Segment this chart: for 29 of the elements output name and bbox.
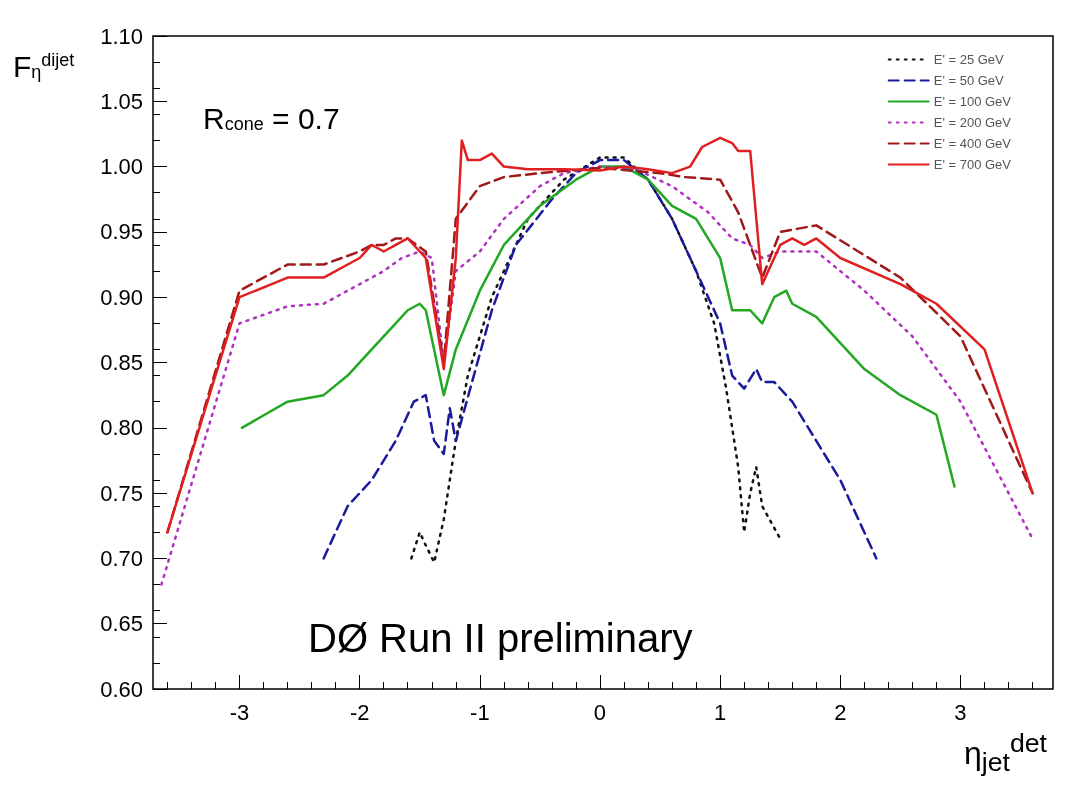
y-tick-label: 0.85: [100, 350, 143, 375]
y-tick-label: 0.70: [100, 545, 143, 571]
y-tick-label: 1.05: [100, 88, 143, 114]
y-tick-label: 0.75: [100, 480, 143, 506]
x-tick-label: 2: [834, 699, 847, 725]
x-tick-label: 3: [954, 699, 967, 725]
legend-label: E' = 100 GeV: [933, 94, 1012, 109]
x-tick-label: -2: [349, 699, 370, 725]
y-axis-title: Fηdijet: [13, 49, 75, 83]
line-series: [322, 158, 878, 560]
line-series: [410, 156, 782, 564]
x-tick-label: 0: [593, 699, 607, 725]
x-tick-label: -1: [470, 699, 490, 725]
y-tick-label: 0.65: [100, 611, 143, 637]
y-tick-label: 0.95: [100, 219, 143, 245]
legend-label: E' = 200 GeV: [933, 115, 1012, 130]
y-tick-label: 0.80: [100, 415, 143, 441]
legend-label: E' = 25 GeV: [933, 52, 1005, 67]
y-tick-label: 0.90: [100, 284, 143, 310]
x-tick-label: 1: [714, 699, 727, 725]
y-tick-label: 1.10: [100, 23, 143, 49]
y-tick-label: 0.60: [100, 676, 143, 702]
annotation: Rcone = 0.7: [203, 101, 340, 135]
annotation: DØ Run II preliminary: [308, 616, 693, 660]
y-tick-label: 1.00: [100, 154, 143, 180]
x-tick-label: -3: [229, 699, 250, 725]
legend-label: E' = 400 GeV: [933, 136, 1012, 151]
legend-label: E' = 700 GeV: [933, 157, 1012, 172]
legend-label: E' = 50 GeV: [933, 73, 1005, 88]
